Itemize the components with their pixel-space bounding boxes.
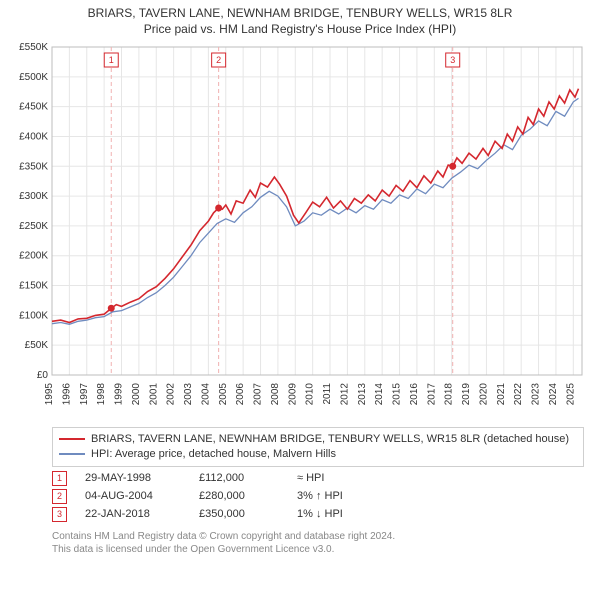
x-tick-label: 2005 (218, 383, 229, 406)
sale-dot (215, 205, 222, 212)
x-tick-label: 2008 (270, 383, 281, 406)
legend-label-blue: HPI: Average price, detached house, Malv… (91, 447, 336, 462)
title-line-1: BRIARS, TAVERN LANE, NEWNHAM BRIDGE, TEN… (10, 6, 590, 21)
event-price: £350,000 (199, 508, 279, 520)
x-tick-label: 2025 (565, 383, 576, 406)
sale-marker-num: 2 (216, 55, 221, 65)
y-tick-label: £50K (25, 340, 49, 351)
y-tick-label: £0 (37, 370, 49, 381)
event-price: £112,000 (199, 472, 279, 484)
x-tick-label: 2003 (183, 383, 194, 406)
x-tick-label: 2015 (392, 383, 403, 406)
attribution-line-1: Contains HM Land Registry data © Crown c… (52, 530, 584, 543)
y-tick-label: £350K (19, 161, 48, 172)
legend: BRIARS, TAVERN LANE, NEWNHAM BRIDGE, TEN… (52, 427, 584, 467)
x-tick-label: 2018 (444, 383, 455, 406)
x-tick-label: 2009 (287, 383, 298, 406)
y-tick-label: £300K (19, 191, 48, 202)
attribution-line-2: This data is licensed under the Open Gov… (52, 543, 584, 556)
x-tick-label: 1998 (96, 383, 107, 406)
y-tick-label: £450K (19, 102, 48, 113)
series-blue (52, 98, 579, 324)
legend-swatch-red (59, 438, 85, 440)
event-row: 1 29-MAY-1998 £112,000 ≈ HPI (52, 471, 584, 486)
x-tick-label: 2011 (322, 383, 333, 405)
x-tick-label: 2014 (374, 383, 385, 406)
legend-row-red: BRIARS, TAVERN LANE, NEWNHAM BRIDGE, TEN… (59, 432, 577, 447)
x-tick-label: 2020 (478, 383, 489, 406)
x-tick-label: 1995 (44, 383, 55, 406)
x-tick-label: 2016 (409, 383, 420, 406)
sale-marker-num: 3 (450, 55, 455, 65)
legend-swatch-blue (59, 453, 85, 455)
x-tick-label: 2010 (305, 383, 316, 406)
event-marker-box: 1 (52, 471, 67, 486)
sale-marker-num: 1 (109, 55, 114, 65)
event-date: 22-JAN-2018 (85, 508, 181, 520)
x-tick-label: 2019 (461, 383, 472, 406)
x-tick-label: 2012 (339, 383, 350, 406)
series-red (52, 89, 579, 323)
legend-label-red: BRIARS, TAVERN LANE, NEWNHAM BRIDGE, TEN… (91, 432, 569, 447)
event-marker-box: 3 (52, 507, 67, 522)
titles: BRIARS, TAVERN LANE, NEWNHAM BRIDGE, TEN… (10, 6, 590, 37)
x-tick-label: 1996 (61, 383, 72, 406)
x-tick-label: 2022 (513, 383, 524, 406)
x-tick-label: 2021 (496, 383, 507, 406)
x-tick-label: 1997 (79, 383, 90, 406)
y-tick-label: £550K (19, 42, 48, 53)
event-delta: ≈ HPI (297, 472, 324, 484)
plot-area: £0 £50K £100K £150K £200K £250K £300K £350K £400… (10, 41, 590, 421)
y-tick-label: £200K (19, 251, 48, 262)
x-tick-label: 2002 (166, 383, 177, 406)
y-tick-label: £250K (19, 221, 48, 232)
event-delta: 1% ↓ HPI (297, 508, 343, 520)
event-date: 04-AUG-2004 (85, 490, 181, 502)
sale-dot (449, 163, 456, 170)
x-tick-label: 2000 (131, 383, 142, 406)
y-tick-label: £500K (19, 72, 48, 83)
y-tick-label: £100K (19, 310, 48, 321)
sale-dot (108, 305, 115, 312)
x-tick-label: 2013 (357, 383, 368, 406)
x-tick-label: 2023 (531, 383, 542, 406)
x-tick-label: 2017 (426, 383, 437, 406)
x-tick-label: 2004 (200, 383, 211, 406)
event-row: 2 04-AUG-2004 £280,000 3% ↑ HPI (52, 489, 584, 504)
title-line-2: Price paid vs. HM Land Registry's House … (10, 22, 590, 37)
sale-events: 1 29-MAY-1998 £112,000 ≈ HPI 2 04-AUG-2004 £28… (52, 471, 584, 522)
event-date: 29-MAY-1998 (85, 472, 181, 484)
y-tick-label: £400K (19, 131, 48, 142)
event-marker-box: 2 (52, 489, 67, 504)
x-tick-label: 2006 (235, 383, 246, 406)
chart-container: BRIARS, TAVERN LANE, NEWNHAM BRIDGE, TEN… (0, 0, 600, 590)
legend-row-blue: HPI: Average price, detached house, Malv… (59, 447, 577, 462)
x-tick-label: 1999 (114, 383, 125, 406)
x-tick-label: 2024 (548, 383, 559, 406)
event-row: 3 22-JAN-2018 £350,000 1% ↓ HPI (52, 507, 584, 522)
event-price: £280,000 (199, 490, 279, 502)
attribution: Contains HM Land Registry data © Crown c… (52, 530, 584, 556)
axis-box (52, 47, 582, 375)
x-tick-label: 2007 (253, 383, 264, 406)
x-tick-label: 2001 (148, 383, 159, 406)
event-delta: 3% ↑ HPI (297, 490, 343, 502)
plot-svg: £0 £50K £100K £150K £200K £250K £300K £350K £400… (10, 41, 590, 421)
y-tick-label: £150K (19, 281, 48, 292)
